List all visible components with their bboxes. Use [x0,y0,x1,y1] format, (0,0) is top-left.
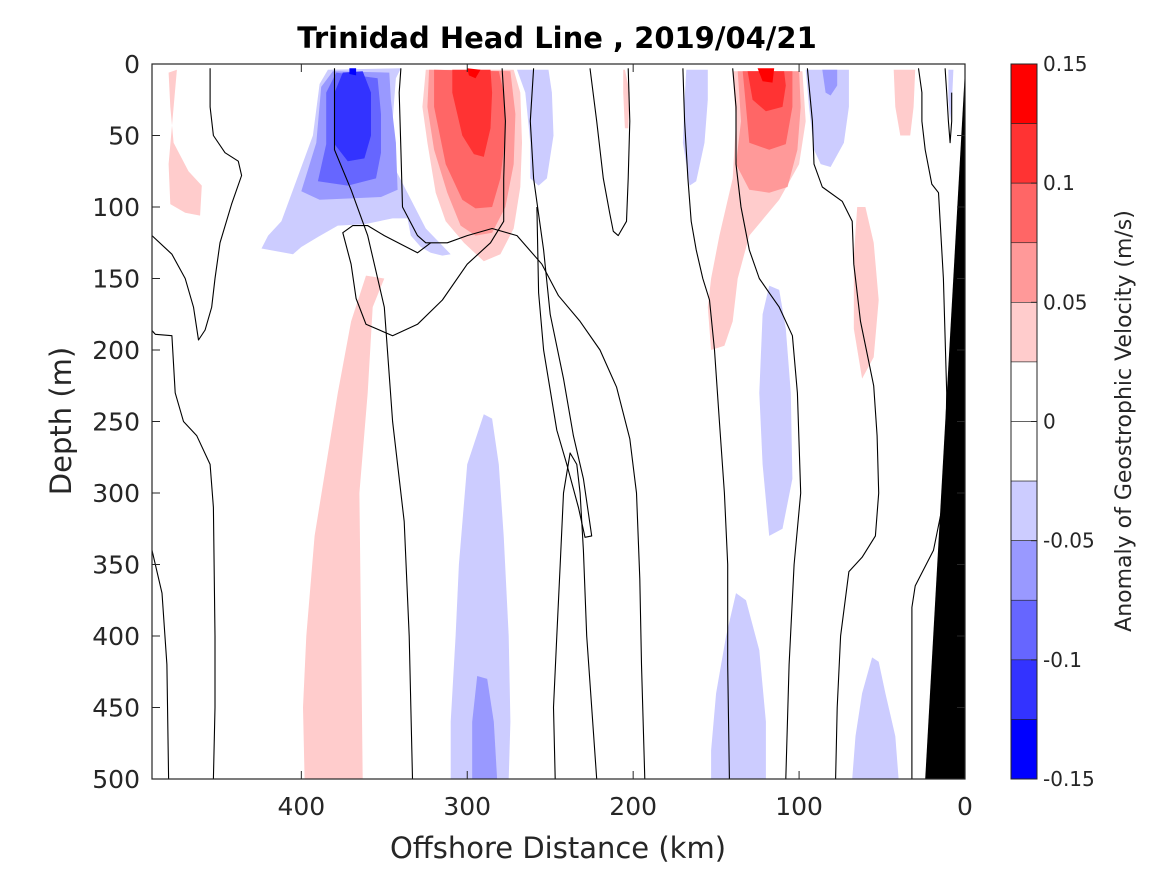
contour-region-11 [517,69,554,186]
bathymetry-shelf [925,69,965,779]
contour-line-8 [589,68,631,237]
contour-lines [152,68,953,779]
contour-region-10 [467,68,481,79]
contour-region-17 [747,71,786,112]
contour-region-12 [623,69,630,129]
contour-region-0 [168,69,202,216]
colorbar-level-2 [1010,182,1038,244]
colorbar-tick-label: 0.05 [1043,290,1088,314]
x-tick-label: 400 [277,792,325,821]
y-tick-label: 0 [124,50,140,79]
colorbar-tick-label: -0.05 [1043,529,1095,553]
contour-region-24 [759,285,793,536]
contour-line-5 [333,68,414,779]
y-tick-label: 450 [92,694,140,723]
y-tick-label: 400 [92,622,140,651]
contour-line-2 [152,329,216,779]
contour-line-13 [944,68,953,144]
colorbar-label: Anomaly of Geostrophic Velocity (m/s) [1112,210,1137,632]
y-axis-ticks: 0 50 100 150 200 250 300 350 400 450 500 [92,50,965,794]
contour-region-13 [682,69,708,186]
colorbar-level-11 [1010,719,1038,780]
colorbar-level-0 [1010,63,1038,124]
colorbar-tick-label: -0.15 [1043,767,1095,791]
contour-line-9 [682,68,730,779]
contour-region-22 [948,69,954,122]
contour-line-12 [911,68,948,779]
filled-contours [168,68,954,779]
contour-region-28 [711,593,766,779]
contour-region-5 [349,68,357,76]
contour-region-18 [757,68,775,83]
colorbar-tick-label: -0.1 [1043,648,1082,672]
contour-line-7 [552,452,598,779]
bathymetry-layer [925,69,965,779]
colorbar-level-10 [1010,659,1038,720]
contour-region-4 [334,71,371,162]
contour-region-19 [805,69,849,167]
plot-background [152,64,965,779]
y-axis-label: Depth (m) [44,347,78,495]
contour-region-27 [472,676,498,779]
colorbar-levels [1010,63,1038,780]
colorbar-level-3 [1010,242,1038,303]
colorbar-tick-label: 0.1 [1043,171,1075,195]
x-tick-label: 100 [775,792,823,821]
y-tick-label: 100 [92,193,140,222]
x-tick-label: 0 [957,792,973,821]
chart-title: Trinidad Head Line , 2019/04/21 [297,21,817,55]
y-tick-label: 150 [92,265,140,294]
y-tick-label: 50 [108,122,140,151]
colorbar-tick-label: 0.15 [1043,52,1088,76]
colorbar-level-1 [1010,123,1038,184]
contour-line-3 [398,68,646,779]
colorbar-level-5 [1010,361,1038,422]
colorbar-level-6 [1010,421,1038,482]
y-tick-label: 200 [92,336,140,365]
contour-region-21 [893,69,916,136]
contour-region-23 [853,207,879,379]
x-tick-label: 200 [609,792,657,821]
x-tick-label: 300 [443,792,491,821]
colorbar: 0.15 0.1 0.05 0 -0.05 -0.1 -0.15 Anomaly of Ge… [1010,52,1137,791]
y-tick-label: 300 [92,479,140,508]
contour-region-29 [852,657,899,779]
contour-line-11 [806,68,880,779]
contour-region-26 [450,414,511,779]
plot-area: 400 300 200 100 0 0 50 100 150 200 250 300 350 400 45… [92,50,973,821]
y-tick-label: 350 [92,551,140,580]
contour-line-6 [529,68,593,538]
colorbar-level-9 [1010,599,1038,661]
x-axis-label: Offshore Distance (km) [390,831,726,865]
colorbar-level-8 [1010,540,1038,601]
colorbar-level-4 [1010,302,1038,363]
colorbar-tick-label: 0 [1043,410,1056,434]
colorbar-ticks: 0.15 0.1 0.05 0 -0.05 -0.1 -0.15 [1031,52,1095,791]
contour-line-1 [152,550,170,779]
contour-region-9 [452,69,493,157]
contour-region-20 [822,69,838,96]
contour-line-10 [732,68,802,779]
contour-line-0 [152,68,243,341]
colorbar-level-7 [1010,480,1038,541]
contour-region-25 [303,275,385,779]
contour-line-4 [342,68,506,337]
x-axis-ticks: 400 300 200 100 0 [277,64,973,821]
y-tick-label: 250 [92,408,140,437]
y-tick-label: 500 [92,765,140,794]
